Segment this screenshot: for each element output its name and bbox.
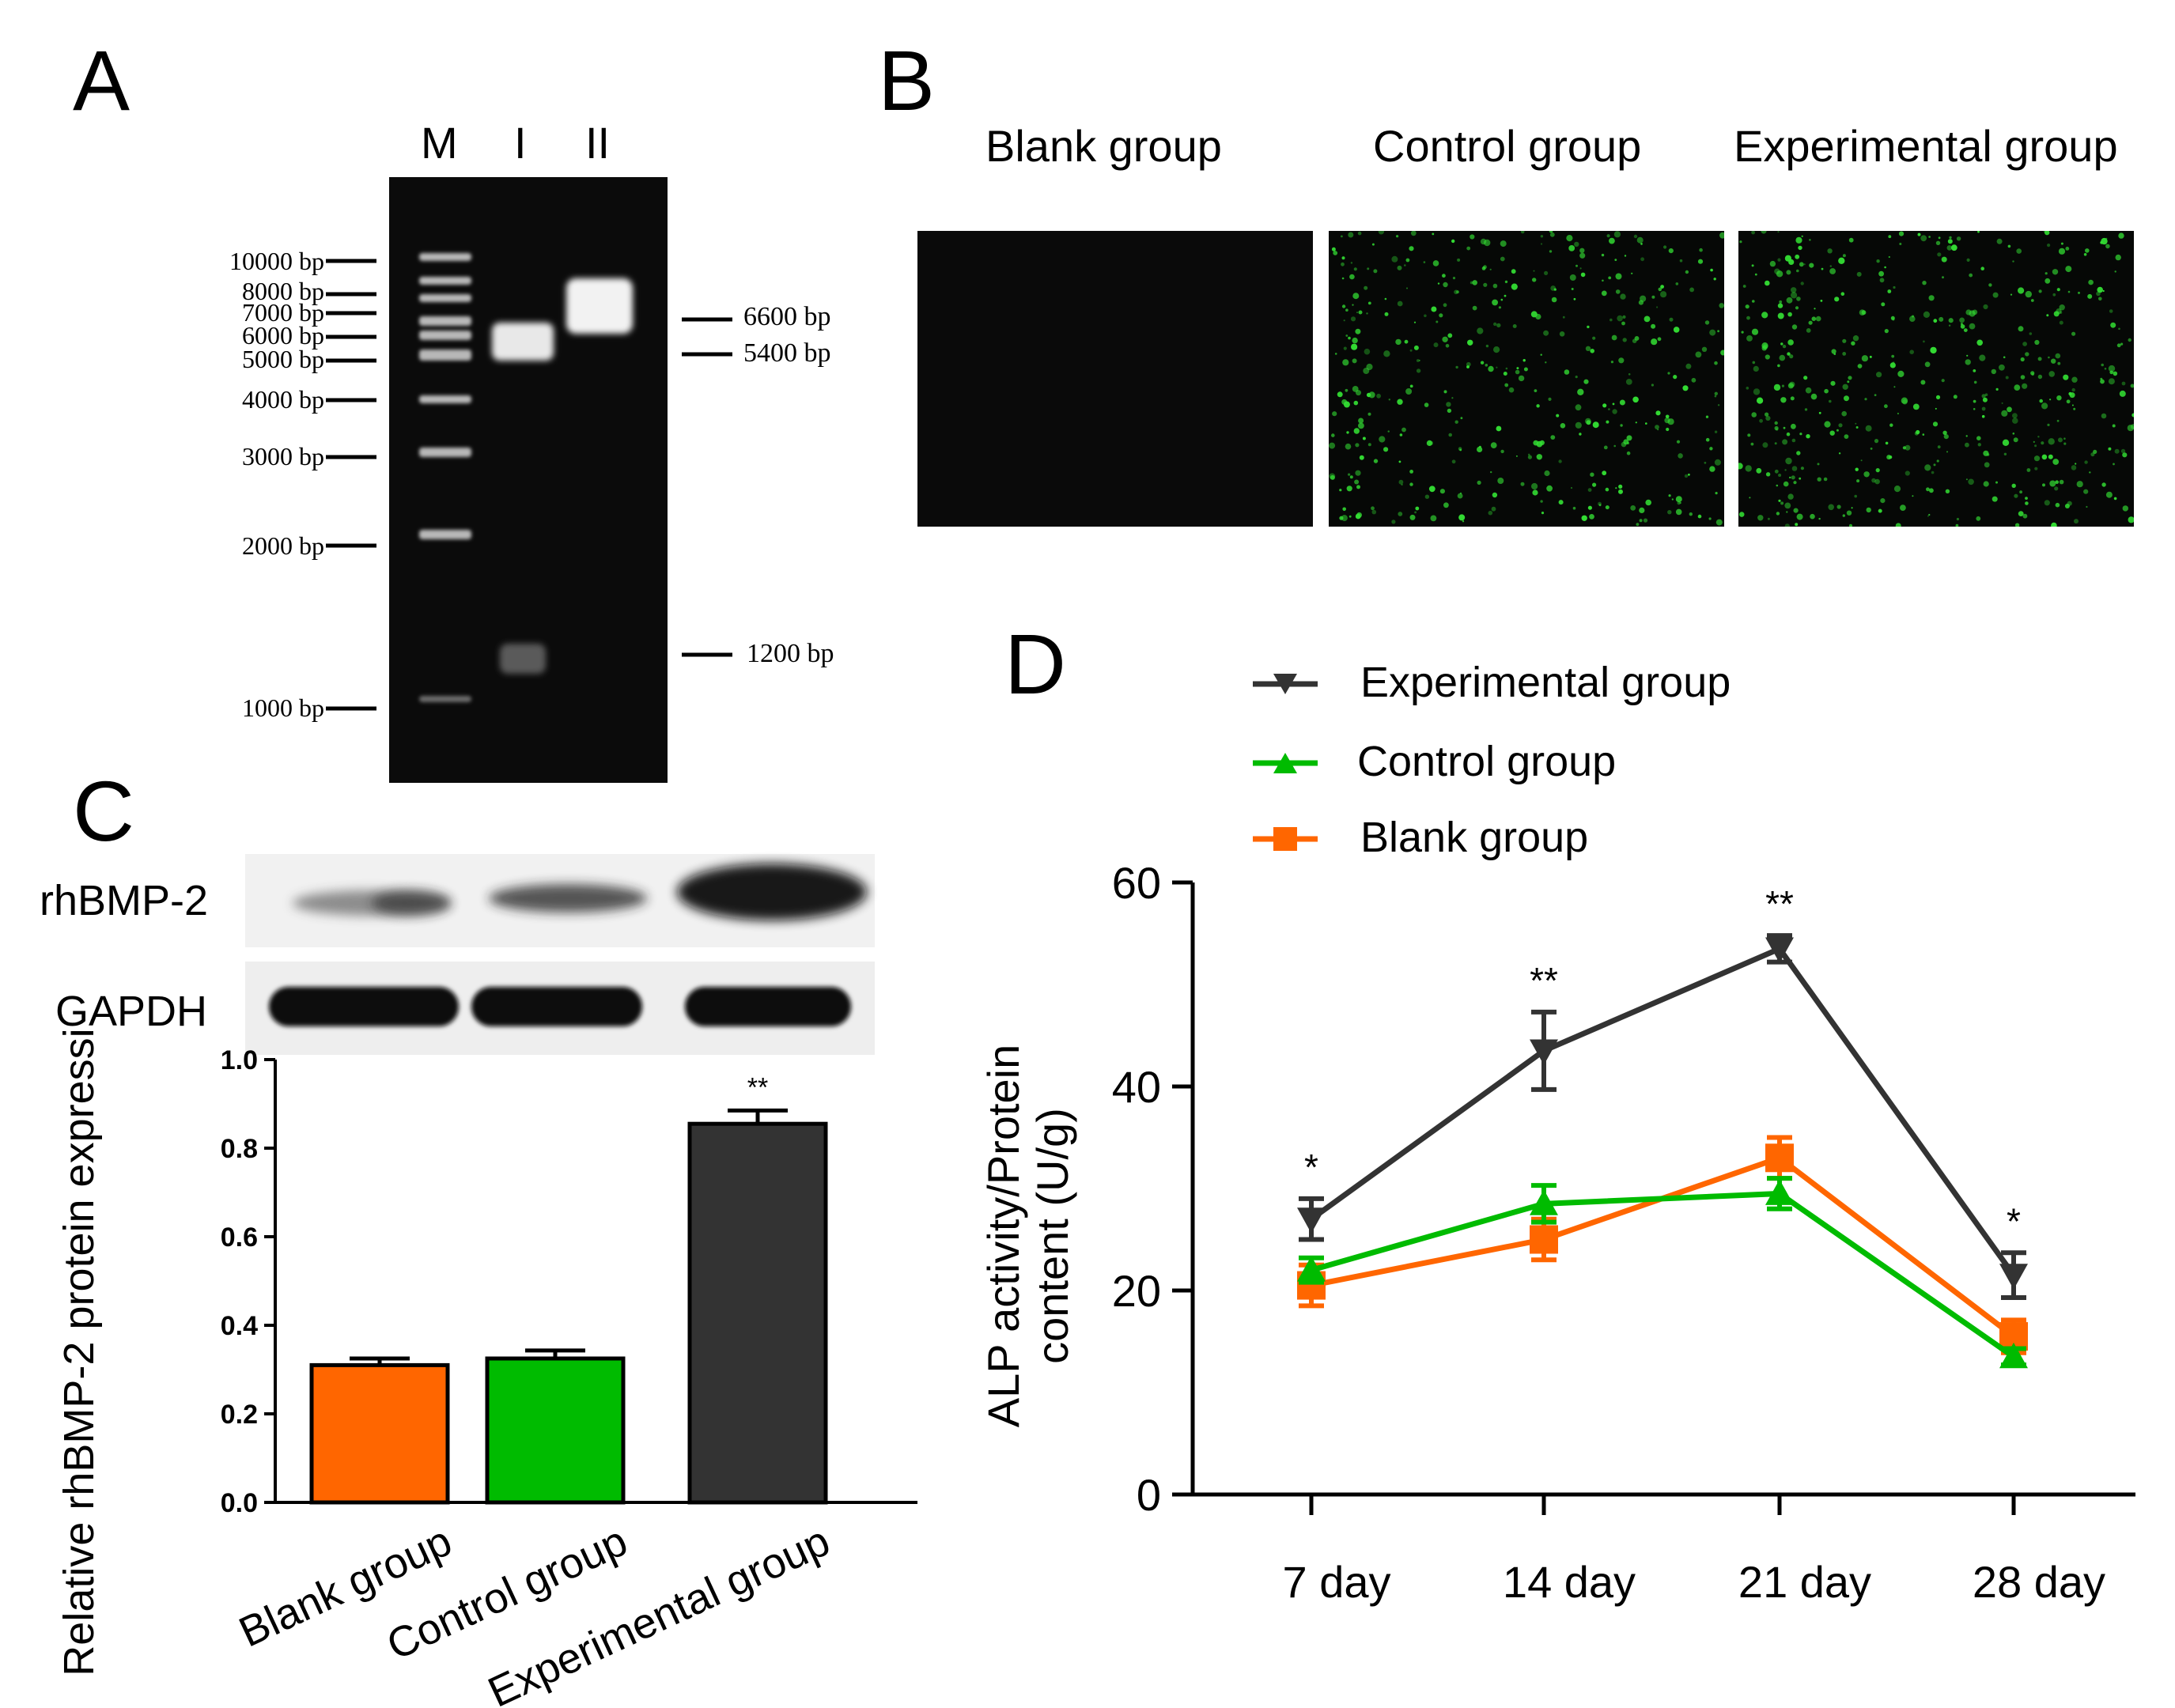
series-line — [1311, 1190, 2016, 1359]
ladder-label-3000: 3000 bp — [242, 442, 324, 470]
y-tick-label: 0.4 — [221, 1311, 258, 1341]
y-axis-label-d: ALP activity/Proteincontent (U/g) — [981, 1045, 1077, 1428]
line-chart-d: 0 20 40 60 7 day 14 day 21 day 28 day ALP activi… — [981, 858, 2135, 1607]
ladder-label-5000: 5000 bp — [242, 345, 324, 373]
data-point — [1765, 1179, 1794, 1205]
y-tick-label: 20 — [1112, 1266, 1161, 1316]
significance-label: ** — [747, 1072, 768, 1102]
fluor-image-control — [1329, 231, 1724, 527]
series-control-group — [1297, 1176, 2028, 1369]
data-point — [1530, 1039, 1558, 1065]
x-tick-label: Experimental group — [481, 1517, 837, 1708]
data-point — [1530, 1189, 1558, 1215]
data-point — [1999, 1342, 2028, 1369]
data-point — [1297, 1207, 1326, 1234]
y-tick-label: 0 — [1137, 1470, 1161, 1520]
y-tick-label: 0.8 — [221, 1134, 258, 1164]
legend-marker-blank — [1253, 827, 1318, 851]
gel-image — [326, 177, 732, 783]
y-tick-label: 0.6 — [221, 1222, 258, 1253]
x-tick-label: 21 day — [1738, 1557, 1871, 1607]
fluor-title-experimental: Experimental group — [1734, 121, 2118, 171]
panel-d-letter: D — [1004, 616, 1066, 712]
data-point — [1765, 937, 1794, 963]
significance-label: ** — [1765, 883, 1794, 924]
legend-label-experimental: Experimental group — [1360, 659, 1731, 706]
fluor-title-control: Control group — [1373, 121, 1642, 171]
data-point — [1999, 1264, 2028, 1290]
panel-b-letter: B — [878, 32, 936, 128]
y-tick-label: 0.2 — [221, 1400, 258, 1430]
data-point — [1765, 1143, 1794, 1173]
significance-label: * — [2007, 1200, 2021, 1241]
legend-label-control: Control group — [1357, 738, 1617, 785]
panel-a-letter: A — [73, 32, 130, 128]
y-tick-label: 40 — [1112, 1062, 1161, 1112]
series-experimental-group: ****** — [1297, 883, 2028, 1301]
bar — [687, 1121, 828, 1505]
y-tick-label: 1.0 — [221, 1045, 258, 1075]
series-line — [1311, 1154, 2016, 1339]
band-label-5400: 5400 bp — [743, 338, 831, 368]
western-blot-image — [245, 854, 875, 1055]
significance-label: ** — [1530, 960, 1558, 1001]
legend-marker-control — [1253, 753, 1318, 773]
ladder-label-2000: 2000 bp — [242, 531, 324, 560]
blot-label-rhbmp2: rhBMP-2 — [40, 877, 209, 924]
blot-label-gapdh: GAPDH — [55, 988, 208, 1035]
data-point — [1530, 1225, 1558, 1254]
fluorescent-cells — [1329, 231, 1724, 527]
legend-label-blank: Blank group — [1360, 814, 1589, 861]
gel-lane-label-m: M — [421, 118, 458, 168]
fluorescent-cells — [1738, 231, 2134, 527]
ladder-label-6000: 6000 bp — [242, 321, 324, 350]
bar-chart-c: 0.0 0.2 0.4 0.6 0.8 1.0 Relative rhBMP-2 prote… — [55, 1028, 917, 1708]
bar — [485, 1356, 626, 1505]
gel-lane-label-i: I — [514, 118, 527, 168]
series-line — [1309, 945, 2016, 1277]
fluor-title-blank: Blank group — [985, 121, 1222, 171]
x-tick-label: 28 day — [1973, 1557, 2105, 1607]
y-tick-label: 60 — [1112, 858, 1161, 908]
ladder-label-8000: 8000 bp — [242, 277, 324, 305]
y-axis-label-c: Relative rhBMP-2 protein expression — [55, 1028, 103, 1676]
ladder-label-4000: 4000 bp — [242, 385, 324, 414]
x-tick-label: 7 day — [1283, 1557, 1391, 1607]
ladder-label-1000: 1000 bp — [242, 693, 324, 722]
fluor-image-experimental — [1738, 231, 2134, 527]
ladder-label-7000: 7000 bp — [242, 298, 324, 327]
band-label-6600: 6600 bp — [743, 302, 831, 331]
data-point — [1297, 1256, 1326, 1282]
bar — [309, 1362, 450, 1505]
legend-marker-experimental — [1253, 674, 1318, 694]
fluor-image-blank — [917, 231, 1313, 527]
panel-c-letter: C — [73, 763, 134, 859]
y-tick-label: 0.0 — [221, 1488, 258, 1518]
ladder-label-10000: 10000 bp — [229, 247, 324, 275]
x-tick-label: 14 day — [1503, 1557, 1636, 1607]
band-label-1200: 1200 bp — [747, 639, 834, 668]
significance-label: * — [1304, 1147, 1318, 1188]
gel-lane-label-ii: II — [585, 118, 611, 168]
legend-d: Experimental group Control group Blank g… — [1250, 648, 1851, 870]
